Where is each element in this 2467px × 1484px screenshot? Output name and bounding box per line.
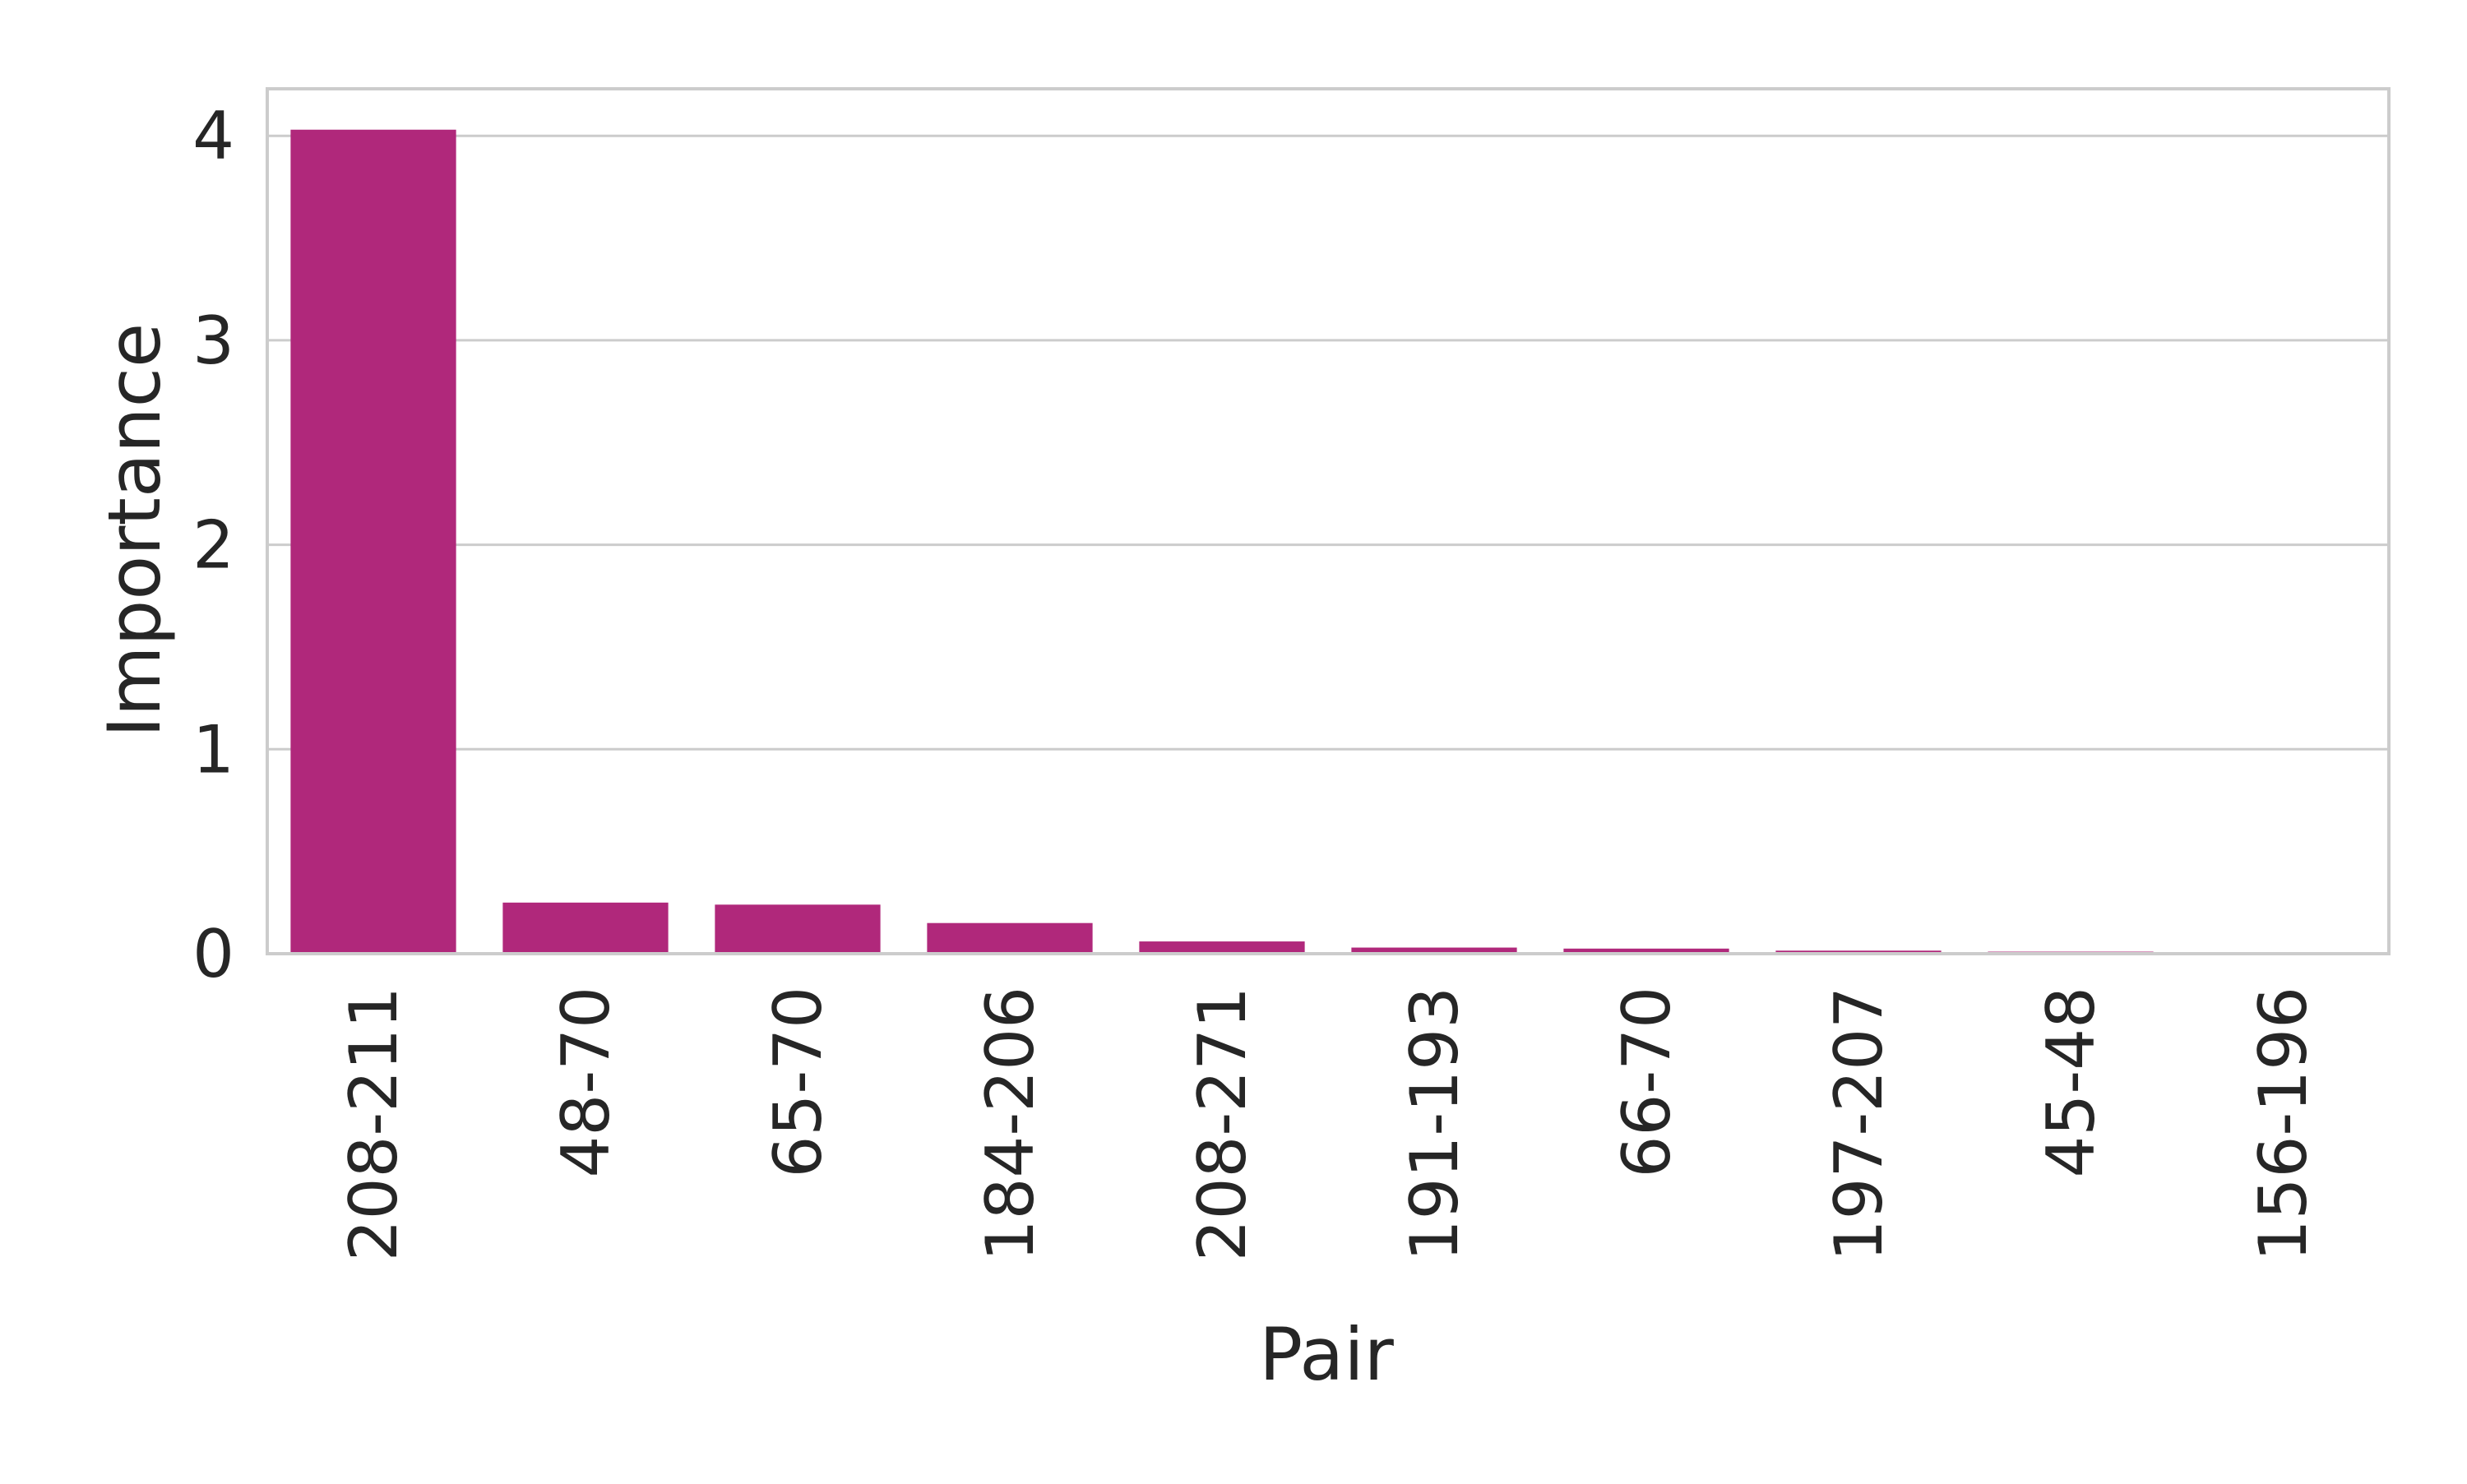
bar-48-70 [502, 902, 669, 954]
y-tick-label: 2 [192, 507, 234, 584]
y-tick-label: 1 [192, 711, 234, 788]
bar-208-211 [290, 129, 456, 954]
x-tick-label: 65-70 [760, 987, 836, 1177]
x-tick-label: 48-70 [548, 987, 624, 1177]
x-tick-label: 197-207 [1821, 987, 1897, 1261]
x-tick-label: 66-70 [1608, 987, 1685, 1177]
bar-66-70 [1563, 948, 1729, 954]
bar-191-193 [1351, 947, 1517, 954]
x-tick-label: 45-48 [2033, 987, 2109, 1177]
plot-frame [266, 87, 2391, 955]
bar-65-70 [715, 904, 881, 954]
x-tick-labels: 208-211 48-70 65-70 184-206 208-271 191-193 66… [336, 987, 2321, 1261]
x-tick-label: 208-211 [336, 987, 412, 1261]
y-axis-label: Importance [92, 323, 177, 737]
y-tick-label: 4 [192, 98, 234, 174]
x-tick-label: 191-193 [1396, 987, 1473, 1261]
bar-184-206 [927, 922, 1093, 954]
y-tick-label: 3 [192, 303, 234, 379]
y-tick-label: 0 [192, 916, 234, 992]
gridlines [267, 134, 2389, 955]
bar-208-271 [1139, 941, 1305, 954]
x-axis-label: Pair [1259, 1312, 1394, 1397]
x-tick-label: 208-271 [1184, 987, 1261, 1261]
bars [290, 129, 2366, 954]
y-tick-labels: 0 1 2 3 4 [192, 98, 234, 992]
x-tick-label: 184-206 [972, 987, 1048, 1261]
x-tick-label: 156-196 [2245, 987, 2321, 1261]
